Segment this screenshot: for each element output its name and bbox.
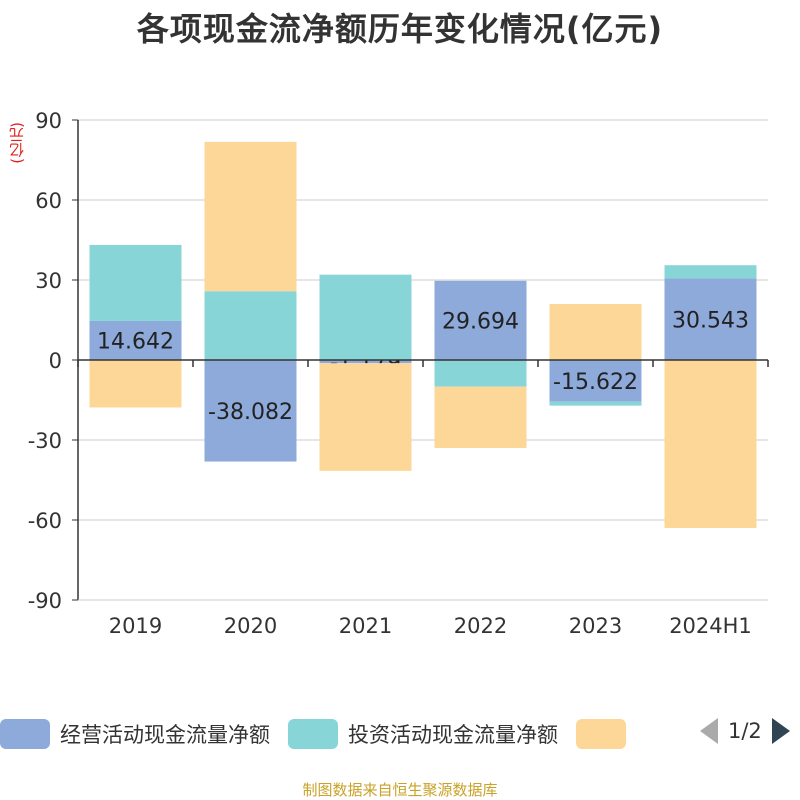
legend-pager: 1/2 [700,718,790,744]
bar-investing [664,265,757,279]
bar-data-label: -38.082 [208,400,293,425]
bar-operating [434,280,527,360]
bar-financing [549,304,642,360]
x-tick-label: 2022 [454,614,507,638]
y-tick-label: -60 [28,509,62,533]
bar-financing [204,141,297,292]
bar-financing [434,386,527,448]
legend: 经营活动现金流量净额 投资活动现金流量净额 1/2 [0,714,800,754]
legend-swatch-operating [0,719,50,749]
y-tick-label: 0 [49,349,62,373]
bar-financing [319,363,412,471]
legend-item-financing[interactable] [576,719,636,749]
bar-data-label: 30.543 [672,308,749,333]
data-source-footer: 制图数据来自恒生聚源数据库 [302,781,498,799]
bar-data-label: -15.622 [553,370,638,395]
legend-label-investing: 投资活动现金流量净额 [348,723,558,747]
legend-swatch-investing [288,719,338,749]
bar-investing [434,360,527,387]
legend-prev-page-icon[interactable] [700,718,718,744]
x-tick-label: 2020 [224,614,277,638]
legend-swatch-financing [576,719,626,749]
y-tick-label: 30 [35,269,62,293]
x-tick-label: 2019 [109,614,162,638]
bar-investing [89,244,182,321]
y-tick-label: 60 [35,189,62,213]
bar-investing [319,274,412,360]
bar-operating [664,278,757,360]
x-tick-label: 2023 [569,614,622,638]
bar-financing [89,360,182,408]
bar-operating [319,360,412,364]
chart-title: 各项现金流净额历年变化情况(亿元) [136,10,664,48]
bar-investing [549,401,642,406]
bar-data-label: 14.642 [97,329,174,354]
x-tick-label: 2021 [339,614,392,638]
legend-item-operating[interactable]: 经营活动现金流量净额 [0,719,270,749]
y-tick-label: -90 [28,589,62,613]
y-tick-label: -30 [28,429,62,453]
legend-next-page-icon[interactable] [771,718,790,744]
bar-operating [204,360,297,462]
bar-investing [204,291,297,360]
y-tick-label: 90 [35,109,62,133]
bar-operating [549,360,642,402]
bar-operating [89,320,182,360]
bar-data-label: 29.694 [442,309,519,334]
legend-label-operating: 经营活动现金流量净额 [60,723,270,747]
x-tick-label: 2024H1 [669,614,752,638]
legend-item-investing[interactable]: 投资活动现金流量净额 [288,719,558,749]
legend-page-indicator: 1/2 [728,719,762,743]
bar-financing [664,360,757,528]
